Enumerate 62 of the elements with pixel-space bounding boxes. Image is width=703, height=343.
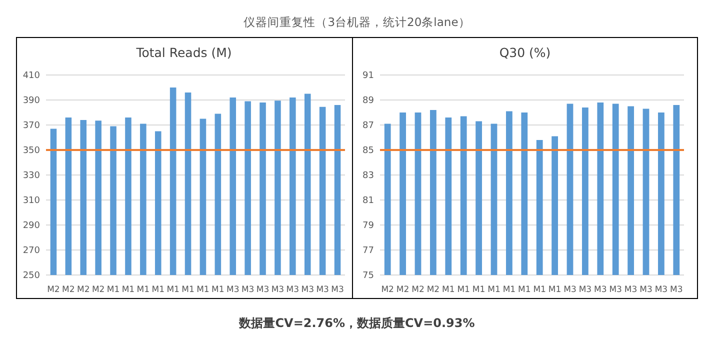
y-tick-label: 89: [362, 96, 374, 106]
x-tick-label: M3: [654, 285, 668, 295]
x-tick-label: M2: [77, 285, 90, 295]
chart-title: Q30 (%): [499, 45, 551, 60]
y-tick-label: 83: [362, 171, 374, 181]
x-tick-label: M1: [152, 285, 164, 295]
x-tick-label: M3: [316, 285, 329, 295]
x-tick-label: M3: [331, 285, 344, 295]
x-tick-label: M3: [640, 285, 652, 295]
y-tick-label: 81: [362, 196, 374, 206]
x-tick-label: M1: [166, 285, 180, 295]
x-tick-label: M3: [226, 285, 240, 295]
x-tick-label: M2: [426, 285, 440, 295]
x-tick-label: M3: [301, 285, 314, 295]
y-tick-label: 330: [22, 171, 40, 181]
x-tick-label: M2: [47, 285, 60, 295]
x-tick-label: M1: [442, 285, 455, 295]
y-tick-label: 77: [362, 246, 374, 256]
x-tick-label: M2: [381, 285, 394, 295]
y-tick-label: 410: [22, 71, 40, 81]
y-tick-label: 250: [22, 271, 40, 281]
text: 仪器间重复性（3台机器，统计20条lane）: [244, 15, 470, 29]
x-tick-label: M3: [609, 285, 622, 295]
y-tick-label: 85: [362, 146, 374, 156]
x-tick-label: M1: [122, 285, 135, 295]
y-tick-label: 270: [22, 246, 40, 256]
x-tick-label: M1: [182, 285, 194, 295]
x-tick-label: M2: [412, 285, 424, 295]
y-tick-label: 310: [22, 196, 40, 206]
y-tick-label: 79: [362, 221, 374, 231]
y-tick-label: 290: [22, 221, 40, 231]
x-tick-label: M1: [548, 285, 562, 295]
x-tick-label: M2: [92, 285, 105, 295]
x-tick-label: M3: [670, 285, 683, 295]
x-tick-label: M1: [472, 285, 486, 295]
x-tick-label: M3: [578, 285, 592, 295]
x-tick-label: M3: [564, 285, 576, 295]
x-tick-label: M2: [62, 285, 75, 295]
x-tick-label: M3: [241, 285, 254, 295]
text: 数据量CV=2.76%，数据质量CV=0.93%: [238, 316, 475, 330]
y-tick-label: 87: [362, 121, 374, 131]
y-tick-label: 390: [22, 96, 40, 106]
x-tick-label: M3: [624, 285, 638, 295]
x-tick-label: M3: [256, 285, 270, 295]
x-tick-label: M2: [396, 285, 410, 295]
x-tick-label: M1: [196, 285, 210, 295]
x-tick-label: M3: [271, 285, 284, 295]
y-tick-label: 75: [362, 271, 374, 281]
x-tick-label: M3: [594, 285, 607, 295]
x-tick-label: M1: [533, 285, 546, 295]
x-tick-label: M1: [457, 285, 470, 295]
x-tick-label: M1: [488, 285, 500, 295]
x-tick-label: M1: [502, 285, 516, 295]
x-tick-label: M1: [106, 285, 120, 295]
x-tick-label: M1: [212, 285, 224, 295]
y-tick-label: 370: [22, 121, 40, 131]
x-tick-label: M1: [136, 285, 150, 295]
y-tick-label: 91: [362, 71, 374, 81]
y-tick-label: 350: [22, 146, 40, 156]
chart-title: Total Reads (M): [135, 45, 232, 60]
x-tick-label: M1: [518, 285, 531, 295]
x-tick-label: M3: [286, 285, 300, 295]
